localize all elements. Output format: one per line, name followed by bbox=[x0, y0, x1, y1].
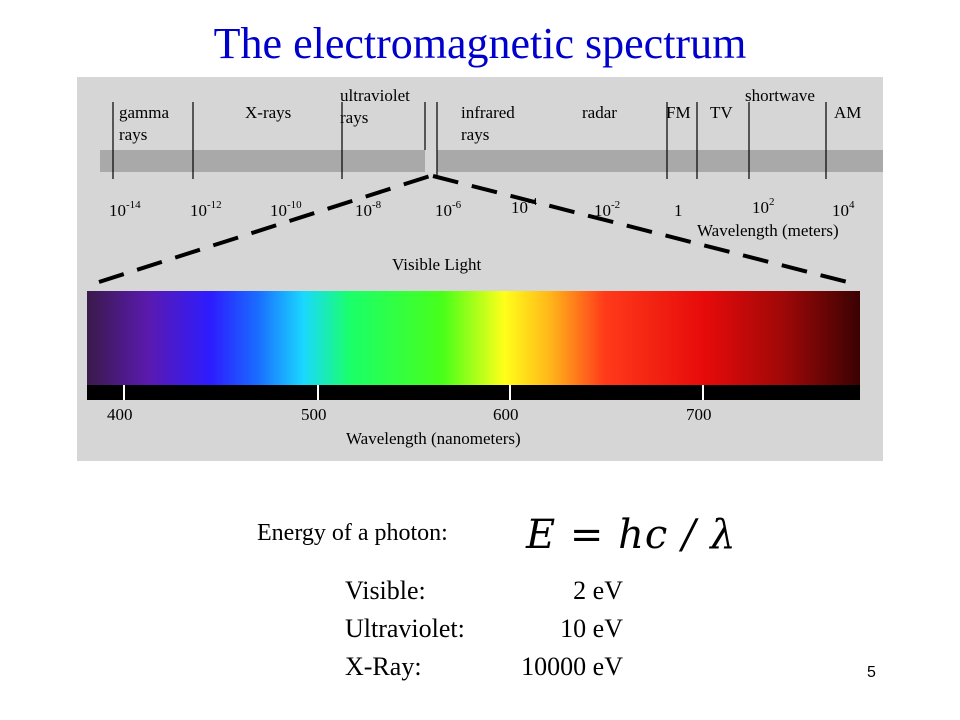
em-band-bar-right bbox=[437, 150, 883, 172]
visible-tick-700: 700 bbox=[686, 405, 712, 424]
band-label-radar: radar bbox=[582, 103, 617, 122]
zoom-lines bbox=[98, 174, 860, 287]
energy-row-visible: Visible: 2 eV bbox=[345, 576, 645, 610]
energy-row-value: 10000 eV bbox=[521, 652, 623, 681]
energy-row-xray: X-Ray: 10000 eV bbox=[345, 652, 645, 686]
slide-number: 5 bbox=[867, 664, 876, 681]
em-tick-label: 10-14 bbox=[109, 199, 141, 220]
visible-tick-400: 400 bbox=[107, 405, 133, 424]
visible-tick-600: 600 bbox=[493, 405, 519, 424]
energy-row-value: 2 eV bbox=[573, 576, 623, 605]
em-tick-label: 1 bbox=[674, 201, 683, 220]
spectrum-diagram: gamma rays X-rays ultraviolet rays infrare… bbox=[77, 77, 883, 461]
band-label-fm: FM bbox=[666, 103, 691, 122]
slide-title: The electromagnetic spectrum bbox=[213, 19, 747, 68]
energy-label: Energy of a photon: bbox=[257, 520, 448, 546]
em-tick-label: 10-10 bbox=[270, 199, 302, 220]
em-tick-label: 10-6 bbox=[435, 199, 462, 220]
em-tick-label: 104 bbox=[832, 199, 855, 220]
visible-axis-label: Wavelength (nanometers) bbox=[346, 429, 521, 448]
em-tick-label: 102 bbox=[752, 196, 775, 217]
energy-row-name: Visible: bbox=[345, 576, 426, 605]
em-tick-label: 10-2 bbox=[594, 199, 620, 220]
band-label-gamma: gamma rays bbox=[119, 103, 169, 144]
band-label-shortwave: shortwave bbox=[745, 86, 815, 105]
band-label-tv: TV bbox=[710, 103, 733, 122]
spectrum-figure: gamma rays X-rays ultraviolet rays infrare… bbox=[77, 77, 883, 461]
energy-row-ultraviolet: Ultraviolet: 10 eV bbox=[345, 614, 645, 648]
em-band-bar-left bbox=[100, 150, 425, 172]
visible-light-title: Visible Light bbox=[392, 255, 481, 274]
visible-tick-marks bbox=[123, 385, 704, 400]
energy-row-name: X-Ray: bbox=[345, 652, 422, 681]
photon-energy-formula: E = hc / λ bbox=[526, 512, 737, 558]
band-label-xrays: X-rays bbox=[245, 103, 291, 122]
em-tick-label: 10-8 bbox=[355, 199, 382, 220]
em-axis-label: Wavelength (meters) bbox=[697, 221, 839, 240]
em-tick-label: 10-12 bbox=[190, 199, 222, 220]
visible-tick-500: 500 bbox=[301, 405, 327, 424]
band-dividers bbox=[112, 102, 827, 179]
band-label-infrared: infrared rays bbox=[461, 103, 515, 144]
band-label-ultraviolet: ultraviolet rays bbox=[340, 86, 410, 127]
band-label-am: AM bbox=[834, 103, 861, 122]
visible-axis-bar bbox=[87, 385, 860, 400]
visible-spectrum-band bbox=[87, 291, 860, 385]
energy-row-name: Ultraviolet: bbox=[345, 614, 465, 643]
energy-row-value: 10 eV bbox=[560, 614, 623, 643]
